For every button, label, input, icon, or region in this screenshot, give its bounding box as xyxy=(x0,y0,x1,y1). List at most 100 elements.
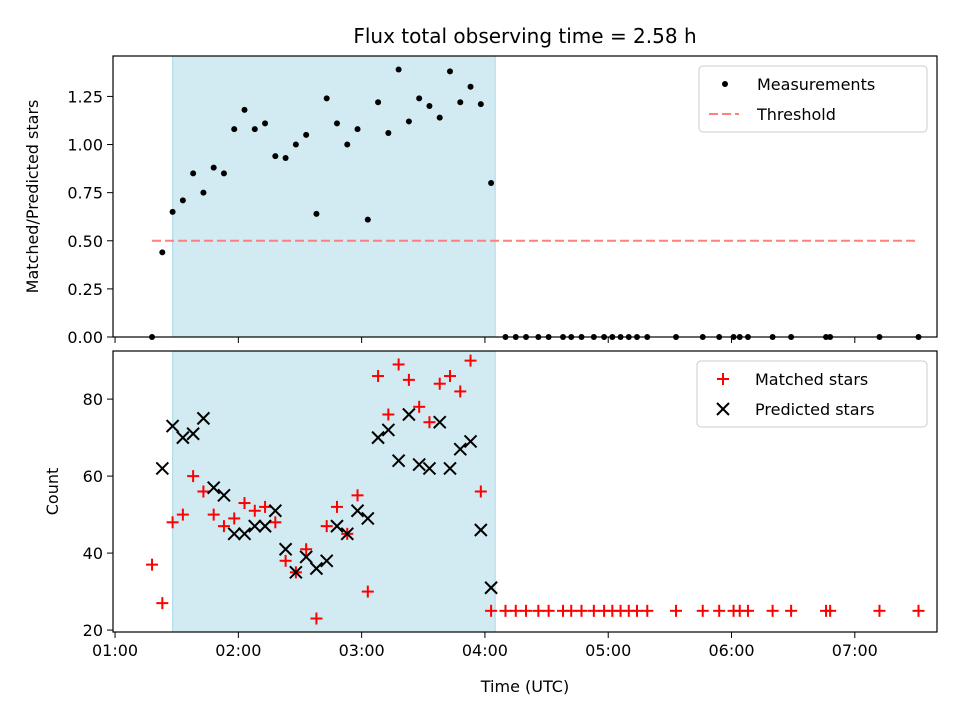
matched-star-marker xyxy=(156,597,169,610)
predicted-star-marker xyxy=(422,461,437,476)
matched-star-marker xyxy=(228,512,241,525)
predicted-star-marker xyxy=(237,527,252,541)
axes-frame xyxy=(112,55,938,338)
matched-star-marker xyxy=(361,585,374,598)
predicted-star-marker xyxy=(412,457,426,472)
predicted-star-marker xyxy=(289,565,303,580)
matched-star-marker xyxy=(238,497,251,510)
predicted-star-marker xyxy=(433,415,447,429)
matched-star-marker xyxy=(766,604,779,617)
matched-star-marker xyxy=(873,604,886,617)
x-tick-label: 06:00 xyxy=(708,641,754,660)
predicted-star-marker xyxy=(278,542,293,556)
matched-star-marker xyxy=(433,377,446,390)
top-panel: 0.00 0.25 0.50 0.75 1.00 1.25 Matched/Predicte… xyxy=(23,55,938,347)
matched-star-marker xyxy=(824,604,837,617)
y-tick-label: 40 xyxy=(83,544,103,563)
x-tick-label: 01:00 xyxy=(92,641,138,660)
y-tick-label: 60 xyxy=(83,467,103,486)
y-axis-label: Matched/Predicted stars xyxy=(23,100,42,294)
measurement-point xyxy=(385,129,392,136)
predicted-star-marker xyxy=(176,430,190,445)
x-tick-label: 05:00 xyxy=(585,641,631,660)
x-tick-label: 03:00 xyxy=(339,641,385,660)
matched-star-marker xyxy=(166,516,179,529)
matched-star-marker xyxy=(499,604,512,617)
measurement-point xyxy=(262,120,269,127)
axes-frame xyxy=(112,350,938,633)
matched-star-marker xyxy=(575,604,588,617)
matched-star-marker xyxy=(259,500,272,513)
measurement-point xyxy=(344,141,351,148)
legend-frame xyxy=(698,65,928,133)
measurement-point xyxy=(436,114,443,121)
matched-star-marker xyxy=(443,370,456,383)
matched-star-marker xyxy=(402,373,415,386)
matched-star-marker xyxy=(248,504,261,517)
measurement-point xyxy=(375,99,382,106)
measurement-point xyxy=(446,68,453,75)
legend: Measurements Threshold xyxy=(698,65,928,133)
measurement-point xyxy=(251,126,258,133)
measurement-point xyxy=(488,180,495,187)
measurement-point xyxy=(220,170,227,177)
legend-label: Predicted stars xyxy=(755,400,875,419)
predicted-star-marker xyxy=(381,423,396,437)
matched-star-marker xyxy=(474,485,487,498)
predicted-star-marker xyxy=(391,453,406,468)
measurement-point xyxy=(364,216,371,223)
y-tick-label: 0.00 xyxy=(67,328,103,347)
measurement-point xyxy=(303,131,310,138)
matched-star-marker xyxy=(565,604,578,617)
matched-star-marker xyxy=(542,604,555,617)
measurement-point xyxy=(190,170,197,177)
matched-star-marker xyxy=(670,604,683,617)
matched-star-marker xyxy=(464,354,477,367)
y-tick-label: 20 xyxy=(83,621,103,640)
y-axis-label: Count xyxy=(43,468,62,516)
measurement-point xyxy=(210,164,217,171)
predicted-star-marker xyxy=(206,480,221,495)
predicted-star-marker xyxy=(186,427,200,441)
predicted-star-marker xyxy=(361,511,375,526)
matched-star-marker xyxy=(269,516,282,529)
matched-star-marker xyxy=(382,408,395,421)
measurement-point xyxy=(292,141,299,148)
x-tick-label: 02:00 xyxy=(215,641,261,660)
measurement-point xyxy=(457,99,464,106)
predicted-star-marker xyxy=(463,434,478,449)
y-tick-label: 0.75 xyxy=(67,184,103,203)
measurement-point xyxy=(395,66,402,73)
matched-star-marker xyxy=(392,358,405,371)
matched-star-marker xyxy=(423,416,436,429)
measurement-point xyxy=(159,249,166,256)
matched-star-marker xyxy=(310,612,323,625)
legend-predicted-swatch xyxy=(716,402,730,416)
predicted-star-marker xyxy=(484,581,498,595)
y-tick-label: 80 xyxy=(83,390,103,409)
predicted-star-marker xyxy=(299,550,313,564)
measurement-point xyxy=(179,197,186,204)
y-tick-label: 0.25 xyxy=(67,280,103,299)
matched-star-marker xyxy=(279,554,292,567)
predicted-star-marker xyxy=(340,527,354,541)
predicted-star-marker xyxy=(155,461,170,476)
legend-label: Matched stars xyxy=(755,370,868,389)
predicted-star-marker xyxy=(474,523,488,537)
matched-star-marker xyxy=(641,604,654,617)
legend-label: Threshold xyxy=(756,105,836,124)
measurement-point xyxy=(477,101,484,108)
measurement-point xyxy=(416,95,423,102)
matched-star-marker xyxy=(413,400,426,413)
measurement-point xyxy=(333,120,340,127)
predicted-star-marker xyxy=(217,488,231,503)
predicted-star-marker xyxy=(350,504,365,518)
predicted-star-marker xyxy=(227,527,241,541)
measurement-point xyxy=(323,95,330,102)
predicted-star-marker xyxy=(371,430,385,445)
predicted-star-marker xyxy=(443,461,457,476)
matched-star-marker xyxy=(696,604,709,617)
matched-star-marker xyxy=(372,370,385,383)
bottom-panel: 20 40 60 80 01:00 02:00 03:00 04:00 05:00 06:00 07… xyxy=(43,350,938,696)
